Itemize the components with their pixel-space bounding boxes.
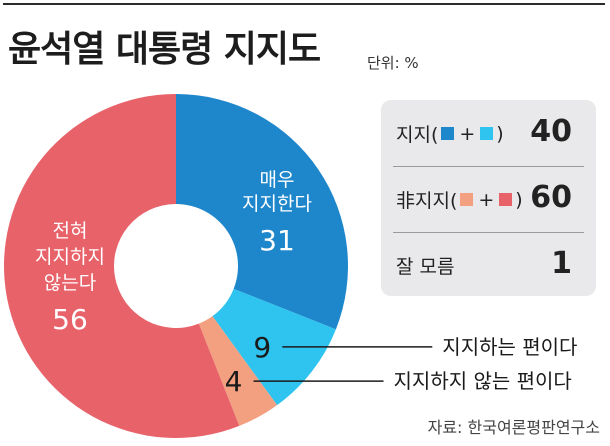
mild-oppose-swatch: [460, 193, 474, 206]
chart-title: 윤석열 대통령 지지도: [8, 29, 321, 70]
support-close: ): [496, 122, 504, 145]
slice-strong-support: [176, 94, 349, 330]
chart-frame: [3, 3, 605, 443]
summary-unknown-value: 1: [551, 246, 572, 281]
support-text: 지지(: [396, 124, 439, 146]
slice-value-strong-oppose: 56: [52, 303, 88, 336]
slice-label-strong-oppose: 전혀: [52, 220, 87, 242]
summary-divider: [393, 232, 584, 233]
nonsupport-text: 非지지(: [396, 190, 458, 212]
slice-mild-oppose: [198, 316, 278, 426]
summary-row-nonsupport: 非지지( + ) 60: [381, 168, 596, 228]
slice-mild-support: [212, 288, 336, 406]
strong-support-swatch: [441, 127, 455, 140]
summary-nonsupport-label: 非지지( + ): [396, 186, 523, 213]
summary-divider: [393, 166, 584, 167]
slice-label-strong-support: 지지한다: [242, 193, 312, 215]
slice-value-mild-support: 9: [253, 331, 271, 364]
summary-nonsupport-value: 60: [530, 180, 572, 215]
slice-value-mild-oppose: 4: [225, 365, 243, 398]
slice-label-strong-oppose: 지지하지: [35, 246, 105, 268]
plus-sign: +: [459, 122, 476, 145]
summary-support-value: 40: [530, 114, 572, 149]
summary-unknown-label: 잘 모름: [396, 256, 455, 278]
slice-strong-oppose: [4, 94, 240, 439]
plus-sign: +: [478, 188, 495, 211]
source-note: 자료: 한국여론평판연구소: [427, 418, 600, 437]
slice-label-strong-oppose: 않는다: [44, 272, 96, 294]
strong-oppose-swatch: [499, 193, 513, 206]
summary-row-unknown: 잘 모름 1: [381, 234, 596, 294]
summary-panel: 지지( + ) 40 非지지( + ) 60 잘 모름 1: [381, 100, 596, 296]
summary-support-label: 지지( + ): [396, 120, 504, 147]
slice-label-mild-oppose: 지지하지 않는 편이다: [394, 369, 572, 393]
nonsupport-close: ): [515, 188, 523, 211]
summary-row-support: 지지( + ) 40: [381, 102, 596, 162]
mild-support-swatch: [480, 127, 494, 140]
unit-label: 단위: %: [367, 54, 419, 72]
slice-label-mild-support: 지지하는 편이다: [442, 335, 577, 359]
slice-value-strong-support: 31: [259, 224, 295, 257]
slice-label-strong-support: 매우: [259, 169, 294, 191]
